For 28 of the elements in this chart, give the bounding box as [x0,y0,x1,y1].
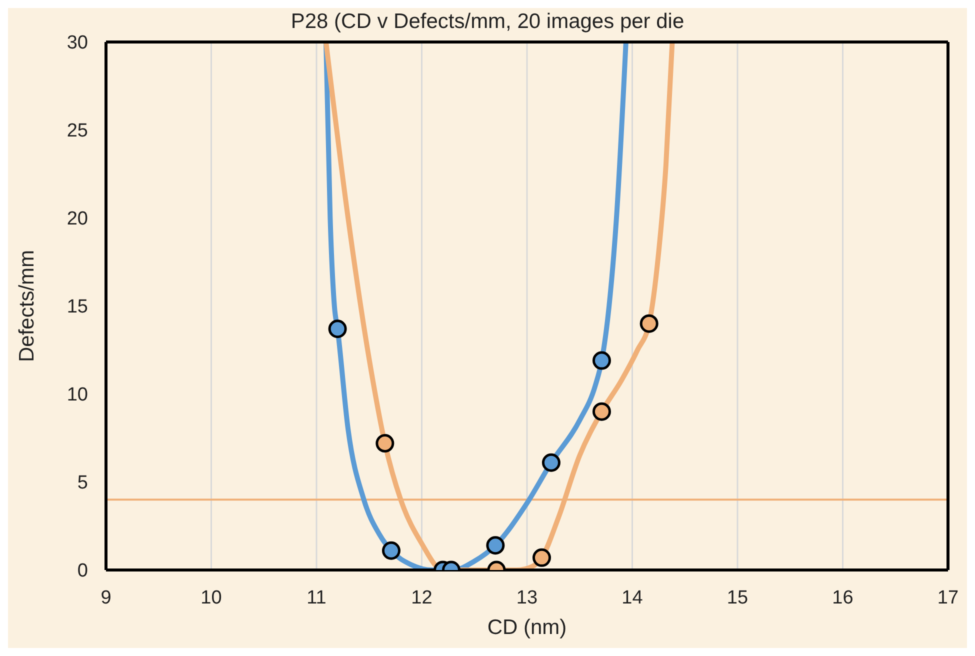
y-tick-label: 30 [66,32,88,54]
point [592,351,611,370]
x-tick-label: 9 [100,587,112,608]
y-tick-label: 5 [77,472,88,494]
y-tick-label: 0 [77,560,88,582]
y-tick-label: 10 [66,384,88,406]
x-axis-title: CD (nm) [487,616,567,639]
y-tick-label: 15 [66,296,88,318]
x-tick-label: 17 [937,587,959,608]
point [382,541,400,560]
x-tick-label: 13 [516,587,538,608]
x-tick-label: 11 [306,587,326,608]
x-tick-label: 12 [411,587,432,608]
x-tick-label: 16 [832,587,854,608]
point [328,320,347,338]
point [542,453,560,472]
y-tick-label: 20 [66,208,88,230]
point [486,536,505,555]
y-tick-label: 25 [66,120,88,142]
point [376,434,394,453]
x-tick-label: 15 [726,587,748,608]
point [640,314,658,333]
x-tick-label: 14 [622,587,644,608]
chart-title: P28 (CD v Defects/mm, 20 images per die [290,10,686,34]
point [532,548,551,567]
point [592,402,611,421]
x-tick-label: 10 [200,587,222,608]
y-axis-title: Defects/mm [15,250,38,362]
